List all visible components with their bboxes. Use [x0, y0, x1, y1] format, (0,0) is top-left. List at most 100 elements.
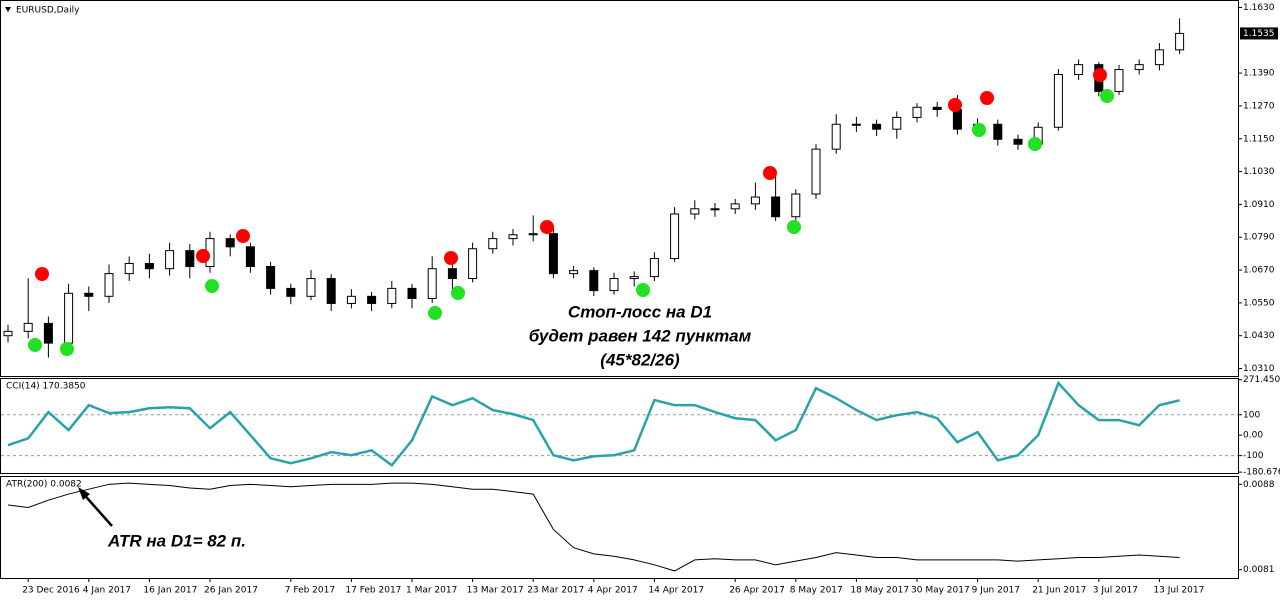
green-dot [787, 220, 801, 234]
candle-body [872, 123, 882, 130]
red-dot [35, 267, 49, 281]
candle-body [791, 193, 801, 218]
candle-body [468, 248, 478, 280]
candle-body [144, 262, 154, 270]
candle-body [912, 106, 922, 118]
candle-body [1114, 69, 1124, 92]
x-tick-label: 16 Jan 2017 [143, 586, 197, 596]
y-tick-label: -100 [1243, 451, 1264, 461]
green-dot [1100, 89, 1114, 103]
menu-arrow[interactable] [5, 7, 11, 12]
candle-body [629, 276, 639, 280]
x-tick-label: 23 Mar 2017 [527, 586, 584, 596]
y-tick-label: 1.0670 [1243, 266, 1275, 276]
annotation: Стоп-лосс на D1 [568, 302, 712, 321]
x-tick-label: 14 Apr 2017 [648, 586, 704, 596]
y-tick-label: 0.00 [1243, 431, 1263, 441]
candle-body [670, 213, 680, 260]
candle-body [346, 295, 356, 304]
y-tick-label: 0.0088 [1243, 480, 1275, 490]
candle-body [750, 196, 760, 205]
candle-body [993, 123, 1003, 140]
red-dot [540, 220, 554, 234]
candle-body [326, 278, 336, 304]
y-tick-label: 271.4503 [1243, 375, 1280, 385]
candle-body [407, 287, 417, 300]
candle-body [104, 273, 114, 297]
atr-panel-frame [0, 476, 1239, 579]
cci-panel-frame [0, 378, 1239, 474]
x-tick-label: 23 Dec 2016 [22, 586, 80, 596]
main-panel-frame [0, 0, 1239, 377]
candle-body [831, 123, 841, 150]
green-dot [28, 338, 42, 352]
candle-body [1013, 138, 1023, 145]
candle-body [427, 268, 437, 300]
candle-body [84, 292, 94, 297]
green-dot [1028, 137, 1042, 151]
x-tick-label: 8 May 2017 [790, 586, 843, 596]
green-dot [972, 123, 986, 137]
candle-body [1175, 32, 1185, 51]
candle-body [64, 292, 74, 344]
candle-body [1053, 73, 1063, 128]
candle-body [165, 250, 175, 270]
annotation: (45*82/26) [600, 350, 680, 369]
indicator-line [7, 482, 1180, 572]
y-tick-label: 1.0790 [1243, 233, 1275, 243]
red-dot [444, 251, 458, 265]
red-dot [948, 98, 962, 112]
indicator-line [7, 380, 1180, 467]
green-dot [428, 306, 442, 320]
y-tick-label: 1.0430 [1243, 331, 1275, 341]
y-tick-label: 1.0310 [1243, 364, 1275, 374]
candle-body [1074, 64, 1084, 75]
signal-dots [28, 68, 1114, 356]
candle-body [952, 108, 962, 130]
x-tick-label: 17 Feb 2017 [345, 586, 401, 596]
x-tick-label: 1 Mar 2017 [406, 586, 457, 596]
candle-body [811, 148, 821, 195]
green-dot [60, 342, 74, 356]
candle-body [649, 258, 659, 278]
y-tick-label: 1.1630 [1243, 3, 1275, 13]
x-tick-label: 26 Jan 2017 [204, 586, 258, 596]
red-dot [236, 229, 250, 243]
y-tick-label: 1.0910 [1243, 200, 1275, 210]
x-tick-label: 18 May 2017 [850, 586, 909, 596]
annotation: ATR на D1= 82 п. [107, 531, 246, 550]
red-dot [763, 166, 777, 180]
candle-body [286, 287, 296, 297]
candle-body [690, 208, 700, 215]
candle-body [306, 278, 316, 297]
x-tick-label: 4 Jan 2017 [83, 586, 131, 596]
y-tick-label: 0.0081 [1243, 565, 1275, 575]
y-tick-label: 1.1390 [1243, 69, 1275, 79]
y-tick-label: 1.1030 [1243, 167, 1275, 177]
x-tick-label: 21 Jun 2017 [1032, 586, 1086, 596]
candle-body [932, 106, 942, 110]
red-dot [980, 91, 994, 105]
x-tick-label: 30 May 2017 [911, 586, 970, 596]
candle-body [508, 234, 518, 240]
last-price-box [1240, 27, 1278, 40]
arrow-head [78, 487, 90, 500]
candle-body [43, 322, 53, 344]
green-dot [451, 286, 465, 300]
green-dot [205, 279, 219, 293]
candle-body [185, 250, 195, 268]
y-tick-label: 1.0550 [1243, 298, 1275, 308]
cci-title: CCI(14) 170.3850 [6, 382, 86, 392]
candle-body [892, 116, 902, 130]
candle-body [447, 268, 457, 280]
chart-title: EURUSD,Daily [16, 6, 80, 16]
x-tick-label: 7 Feb 2017 [285, 586, 335, 596]
candle-body [266, 266, 276, 289]
candle-body [245, 246, 255, 268]
y-tick-label: 1.1150 [1243, 134, 1275, 144]
annotation: будет равен 142 пунктам [529, 326, 752, 345]
y-tick-label: 100 [1243, 410, 1260, 420]
candle-body [23, 322, 33, 332]
candle-body [609, 278, 619, 292]
